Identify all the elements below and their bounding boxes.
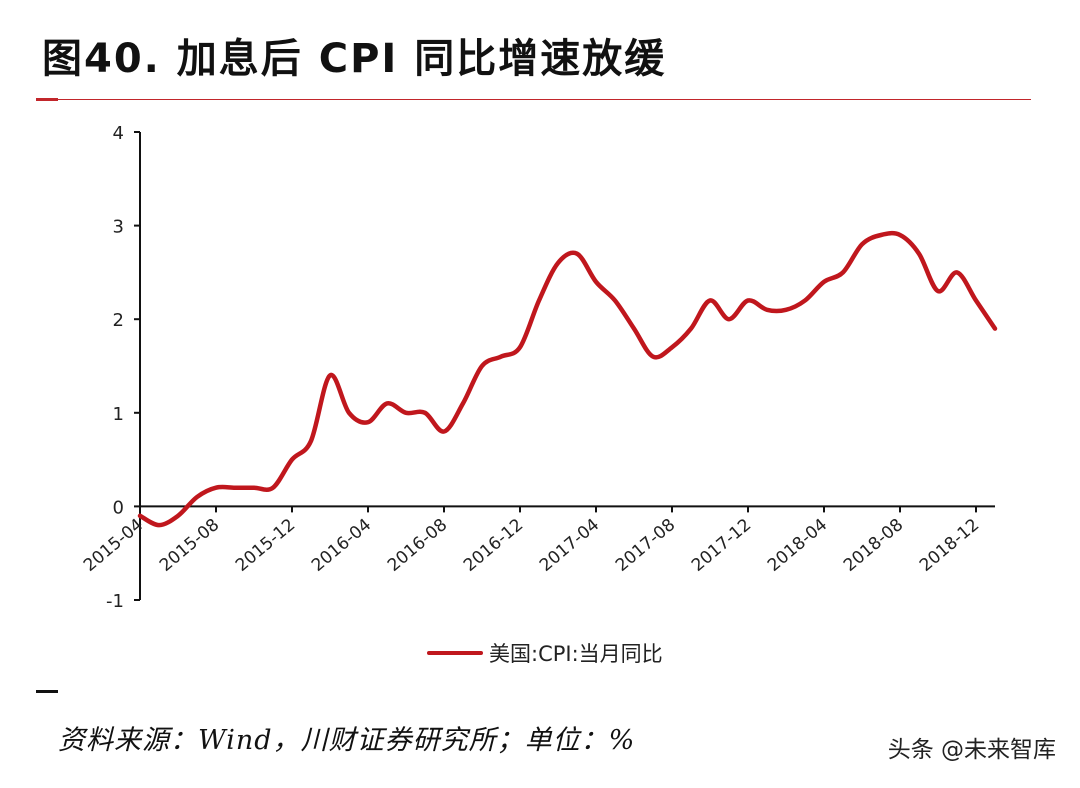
y-axis-tick-labels: -1 0 1 2 3 4: [106, 123, 124, 612]
x-tick-label: 2018-04: [764, 515, 831, 576]
y-tick-label: 3: [113, 217, 124, 238]
y-tick-label: 1: [113, 404, 124, 425]
x-tick-label: 2015-04: [80, 515, 147, 576]
cpi-series-line: [137, 230, 998, 528]
legend-swatch: [427, 651, 483, 655]
series-layer: [137, 230, 998, 528]
x-tick-label: 2015-12: [232, 515, 299, 576]
x-tick-label: 2018-08: [840, 515, 907, 576]
x-tick-label: 2016-12: [460, 515, 527, 576]
legend-label: 美国:CPI:当月同比: [489, 642, 663, 666]
title-divider: [36, 99, 1031, 100]
x-axis-tick-labels: 2015-04 2015-08 2015-12 2016-04 2016-08 2016-…: [80, 515, 983, 576]
chart-legend: 美国:CPI:当月同比: [427, 638, 663, 668]
y-tick-label: 4: [113, 123, 124, 144]
footer-divider: [36, 690, 58, 693]
title-divider-accent: [36, 98, 58, 101]
x-tick-label: 2017-04: [536, 515, 603, 576]
y-tick-label: 2: [113, 310, 124, 331]
y-tick-label: 0: [113, 497, 124, 518]
x-tick-label: 2016-08: [384, 515, 451, 576]
x-tick-label: 2017-08: [612, 515, 679, 576]
x-tick-label: 2018-12: [916, 515, 983, 576]
chart-title: 图40. 加息后 CPI 同比增速放缓: [42, 36, 667, 82]
y-tick-label: -1: [106, 591, 124, 612]
watermark-text: 头条 @未来智库: [887, 737, 1056, 763]
chart-axes: [134, 131, 995, 601]
x-tick-label: 2016-04: [308, 515, 375, 576]
x-tick-label: 2017-12: [688, 515, 755, 576]
source-note: 资料来源：Wind，川财证券研究所；单位：%: [58, 725, 636, 756]
